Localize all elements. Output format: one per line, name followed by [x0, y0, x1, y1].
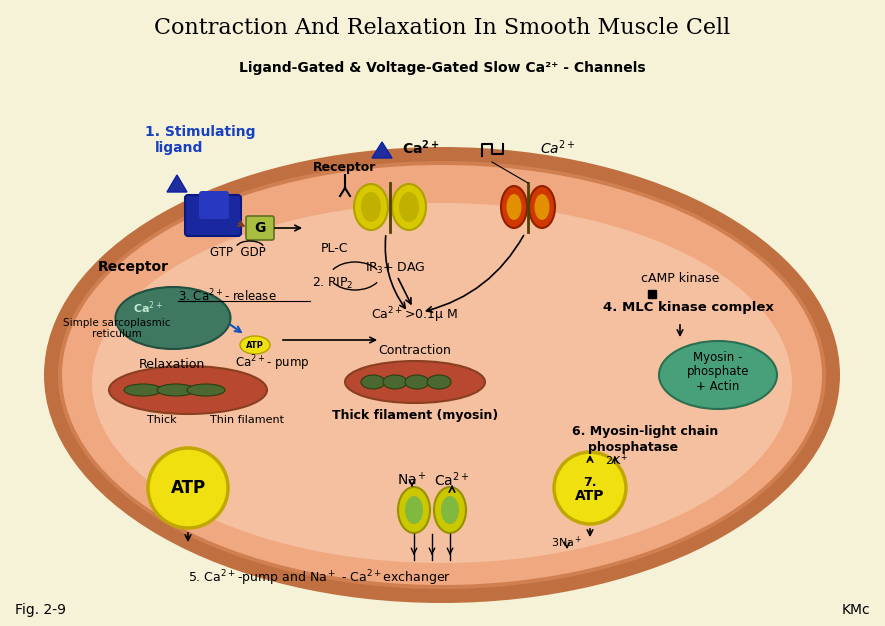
Ellipse shape	[405, 496, 423, 524]
FancyBboxPatch shape	[185, 195, 241, 236]
Text: KMc: KMc	[842, 603, 870, 617]
Text: phosphatase: phosphatase	[588, 441, 678, 454]
Ellipse shape	[44, 147, 840, 603]
Polygon shape	[372, 142, 392, 158]
Text: 3Na$^+$: 3Na$^+$	[551, 535, 582, 550]
Ellipse shape	[501, 186, 527, 228]
Text: Ligand-Gated & Voltage-Gated Slow Ca²⁺ - Channels: Ligand-Gated & Voltage-Gated Slow Ca²⁺ -…	[239, 61, 645, 75]
FancyBboxPatch shape	[246, 216, 274, 240]
Text: PL-C: PL-C	[321, 242, 349, 255]
Text: Thick filament (myosin): Thick filament (myosin)	[332, 409, 498, 421]
Ellipse shape	[361, 192, 381, 222]
Text: Fig. 2-9: Fig. 2-9	[15, 603, 66, 617]
Text: 4. MLC kinase complex: 4. MLC kinase complex	[603, 302, 773, 314]
Ellipse shape	[62, 165, 822, 585]
Text: Na$^+$: Na$^+$	[397, 471, 427, 489]
Text: Relaxation: Relaxation	[139, 359, 205, 371]
Ellipse shape	[109, 366, 267, 414]
Ellipse shape	[187, 384, 225, 396]
Circle shape	[554, 452, 626, 524]
Ellipse shape	[399, 192, 419, 222]
Ellipse shape	[535, 194, 550, 220]
Text: G: G	[254, 221, 266, 235]
Text: $Ca^{2+}$: $Ca^{2+}$	[540, 139, 576, 157]
Text: Receptor: Receptor	[313, 162, 377, 175]
Ellipse shape	[345, 361, 485, 403]
Ellipse shape	[124, 384, 162, 396]
Text: 7.: 7.	[583, 476, 596, 488]
Ellipse shape	[116, 287, 230, 349]
Text: 6. Myosin-light chain: 6. Myosin-light chain	[572, 426, 719, 438]
Text: Ca$^{2+}$: Ca$^{2+}$	[133, 300, 163, 316]
Ellipse shape	[157, 384, 195, 396]
Text: Receptor: Receptor	[98, 260, 169, 274]
Text: Ca$^{2+}$>0.1μ M: Ca$^{2+}$>0.1μ M	[372, 305, 458, 325]
Text: Contraction And Relaxation In Smooth Muscle Cell: Contraction And Relaxation In Smooth Mus…	[154, 17, 730, 39]
Ellipse shape	[434, 487, 466, 533]
Ellipse shape	[529, 186, 555, 228]
Ellipse shape	[398, 487, 430, 533]
Ellipse shape	[92, 203, 792, 563]
Text: ATP: ATP	[575, 489, 604, 503]
Circle shape	[148, 448, 228, 528]
Text: ATP: ATP	[171, 479, 205, 497]
Text: 3. Ca$^{2+}$- release: 3. Ca$^{2+}$- release	[178, 288, 277, 304]
Text: reticulum: reticulum	[92, 329, 142, 339]
Text: IP$_3$+ DAG: IP$_3$+ DAG	[365, 260, 426, 275]
Text: 2K$^+$: 2K$^+$	[605, 453, 629, 468]
Text: ligand: ligand	[155, 141, 204, 155]
Ellipse shape	[441, 496, 459, 524]
Text: Thick: Thick	[147, 415, 177, 425]
Ellipse shape	[659, 341, 777, 409]
Text: ATP: ATP	[246, 341, 264, 349]
Ellipse shape	[383, 375, 407, 389]
Text: 2. PIP$_2$: 2. PIP$_2$	[312, 275, 353, 290]
Ellipse shape	[58, 161, 826, 589]
Ellipse shape	[361, 375, 385, 389]
Text: Ca$^{2+}$: Ca$^{2+}$	[435, 471, 470, 490]
Text: Contraction: Contraction	[379, 344, 451, 356]
Text: Thin filament: Thin filament	[210, 415, 284, 425]
Polygon shape	[167, 175, 187, 192]
FancyBboxPatch shape	[199, 191, 229, 219]
Ellipse shape	[405, 375, 429, 389]
Ellipse shape	[354, 184, 388, 230]
Text: $\mathbf{Ca^{2+}}$: $\mathbf{Ca^{2+}}$	[402, 139, 440, 157]
Ellipse shape	[427, 375, 451, 389]
Ellipse shape	[240, 336, 270, 354]
Text: Ca$^{2+}$- pump: Ca$^{2+}$- pump	[235, 353, 309, 373]
Ellipse shape	[392, 184, 426, 230]
Text: Myosin -
phosphate
+ Actin: Myosin - phosphate + Actin	[687, 351, 750, 394]
Text: GTP  GDP: GTP GDP	[210, 245, 266, 259]
Text: cAMP kinase: cAMP kinase	[641, 272, 720, 284]
Ellipse shape	[506, 194, 521, 220]
Text: 5. Ca$^{2+}$-pump and Na$^+$ - Ca$^{2+}$exchanger: 5. Ca$^{2+}$-pump and Na$^+$ - Ca$^{2+}$…	[189, 568, 451, 588]
Text: 1. Stimulating: 1. Stimulating	[145, 125, 256, 139]
Text: Simple sarcoplasmic: Simple sarcoplasmic	[63, 318, 171, 328]
Polygon shape	[648, 290, 656, 298]
